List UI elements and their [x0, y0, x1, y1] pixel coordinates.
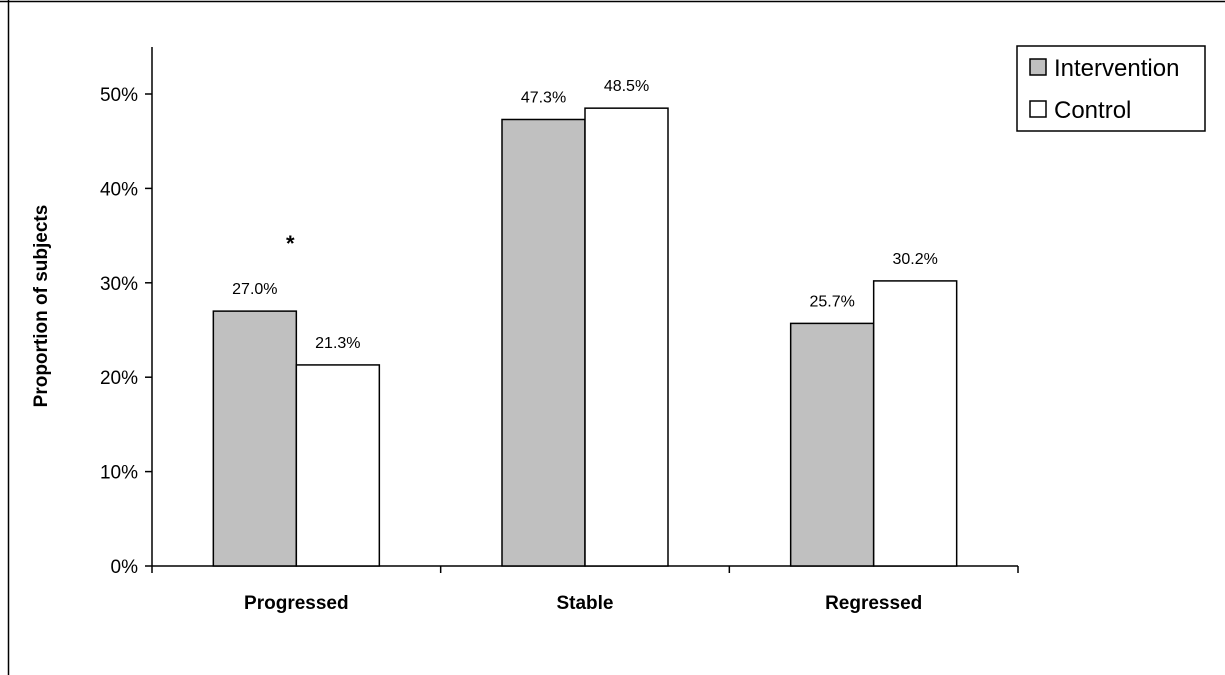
- data-label: 21.3%: [315, 335, 360, 352]
- significance-asterisk: *: [286, 231, 295, 256]
- y-tick-label: 20%: [100, 368, 138, 389]
- y-tick-label: 50%: [100, 85, 138, 106]
- legend-label-intervention: Intervention: [1054, 55, 1179, 82]
- bar-control-regressed: [872, 280, 958, 567]
- legend-swatch-intervention: [1029, 58, 1047, 76]
- y-tick-label: 0%: [111, 557, 139, 578]
- data-label: 27.0%: [232, 281, 277, 298]
- legend-box: [1016, 45, 1206, 132]
- category-label: Regressed: [825, 593, 922, 614]
- bar-intervention-progressed: [212, 310, 298, 567]
- y-axis-title: Proportion of subjects: [31, 205, 52, 408]
- data-label: 30.2%: [892, 251, 937, 268]
- bar-control-progressed: [295, 364, 381, 567]
- bar-intervention-regressed: [789, 322, 875, 567]
- y-tick-label: 10%: [100, 463, 138, 484]
- category-label: Progressed: [244, 593, 349, 614]
- category-label: Stable: [556, 593, 613, 614]
- data-label: 25.7%: [809, 293, 854, 310]
- data-label: 47.3%: [521, 89, 566, 106]
- bar-intervention-stable: [501, 118, 586, 567]
- data-label: 48.5%: [604, 78, 649, 95]
- y-tick-label: 40%: [100, 179, 138, 200]
- bar-control-stable: [584, 107, 669, 567]
- legend-label-control: Control: [1054, 97, 1131, 124]
- legend-swatch-control: [1029, 100, 1047, 118]
- legend: Intervention Control: [1016, 45, 1206, 132]
- y-tick-label: 30%: [100, 274, 138, 295]
